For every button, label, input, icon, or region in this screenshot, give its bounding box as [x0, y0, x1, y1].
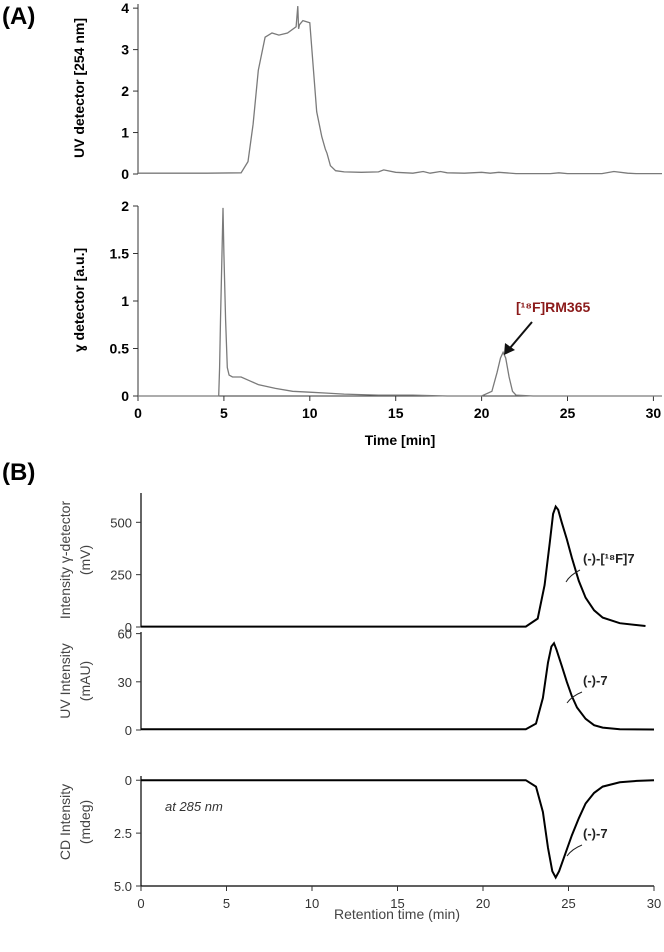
x-tick-label: 10: [302, 405, 318, 421]
y-tick-label: 0: [121, 166, 129, 182]
peak-leader-line: [566, 691, 583, 704]
chart-b-gamma: 0 250 500 Intensity γ-detector (mV) (-)-[¹…: [57, 493, 646, 635]
y-tick-label: 30: [118, 675, 132, 690]
annotation-arrowhead: [504, 343, 515, 355]
y-tick-label: 2: [121, 83, 129, 99]
y-tick-label: 1.5: [110, 246, 130, 262]
y-tick-label: 4: [121, 0, 129, 16]
y-tick-label: 1: [121, 293, 129, 309]
panel-label-b: (B): [2, 459, 35, 486]
y-axis-unit: (mV): [77, 545, 93, 575]
x-axis-label: Time [min]: [365, 432, 436, 448]
y-tick-label: 2.5: [114, 826, 132, 841]
y-tick-label: 5.0: [114, 879, 132, 894]
x-tick-label: 30: [647, 896, 661, 911]
x-tick-label: 10: [305, 896, 319, 911]
y-tick-label: 0.5: [110, 341, 130, 357]
peak-leader-line: [566, 844, 583, 857]
uv-trace: [141, 641, 655, 731]
gamma-trace: [138, 207, 662, 397]
chart-a-gamma: 0 0.5 1 1.5 2 0 5 10 15 20 25 30 ɣ detector [a.u.]…: [71, 198, 662, 448]
peak-annotation-rm365: [¹⁸F]RM365: [516, 299, 591, 315]
x-tick-label: 0: [134, 405, 142, 421]
peak-leader-line: [565, 569, 581, 583]
x-axis-label: Retention time (min): [334, 906, 460, 922]
peak-label: (-)-[¹⁸F]7: [583, 551, 635, 566]
y-axis-label: UV Intensity: [57, 643, 73, 718]
y-tick-label: 3: [121, 42, 129, 58]
y-axis-unit: (mdeg): [77, 800, 93, 844]
panel-label-a: (A): [2, 3, 35, 30]
gamma-trace: [141, 504, 646, 628]
y-tick-label: 1: [121, 125, 129, 141]
wavelength-note: at 285 nm: [165, 799, 223, 814]
y-tick-label: 0: [125, 620, 132, 635]
uv-trace: [138, 6, 662, 175]
y-tick-label: 0: [125, 723, 132, 738]
chart-b-cd: 0 2.5 5.0 0 5 10 15 20 25 30 CD Intensity (mdeg)…: [57, 773, 661, 922]
x-tick-label: 30: [646, 405, 662, 421]
x-tick-label: 20: [474, 405, 490, 421]
y-tick-label: 0: [125, 773, 132, 788]
peak-label: (-)-7: [583, 673, 608, 688]
y-tick-label: 2: [121, 198, 129, 214]
y-axis-label: ɣ detector [a.u.]: [71, 248, 87, 352]
y-tick-label: 60: [118, 627, 132, 642]
y-axis-label: CD Intensity: [57, 784, 73, 860]
chart-b-uv: 0 30 60 UV Intensity (mAU) (-)-7: [57, 627, 655, 738]
x-tick-label: 0: [137, 896, 144, 911]
x-tick-label: 5: [223, 896, 230, 911]
y-axis-unit: (mAU): [77, 661, 93, 701]
x-tick-label: 15: [390, 896, 404, 911]
x-tick-label: 25: [560, 405, 576, 421]
x-tick-label: 20: [476, 896, 490, 911]
annotation-arrow: [509, 321, 533, 349]
y-axis-label: UV detector [254 nm]: [71, 18, 87, 158]
cd-trace: [141, 779, 655, 880]
y-axis-label: Intensity γ-detector: [57, 501, 73, 620]
x-tick-label: 25: [561, 896, 575, 911]
chart-a-uv: 0 1 2 3 4 UV detector [254 nm]: [71, 0, 662, 182]
x-tick-label: 15: [388, 405, 404, 421]
x-tick-label: 5: [220, 405, 228, 421]
peak-label: (-)-7: [583, 826, 608, 841]
y-tick-label: 0: [121, 388, 129, 404]
y-tick-label: 250: [110, 568, 132, 583]
y-tick-label: 500: [110, 515, 132, 530]
